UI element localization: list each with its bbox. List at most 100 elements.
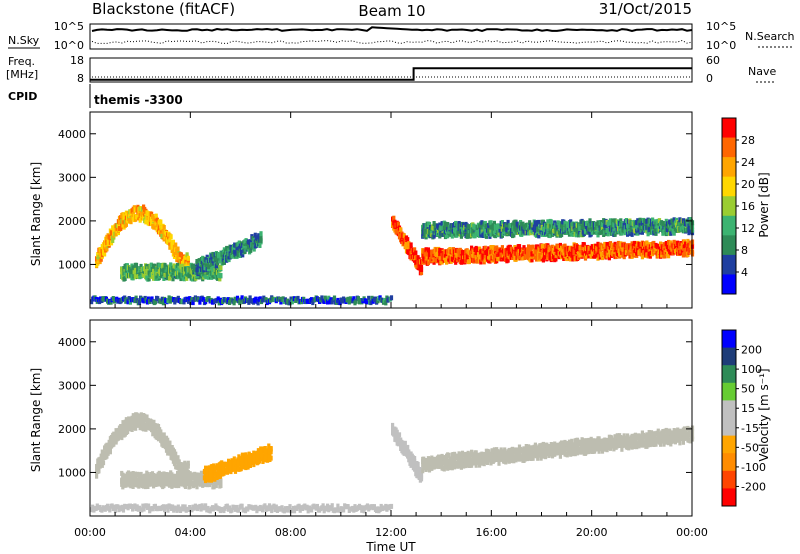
velocity-cell	[474, 450, 478, 456]
power-cell	[480, 229, 484, 235]
velocity-cell	[597, 436, 601, 442]
power-cell	[533, 229, 537, 235]
power-cell	[574, 253, 578, 259]
velocity-cell	[188, 483, 192, 489]
velocity-cell	[269, 455, 273, 461]
velocity-cell	[176, 455, 180, 461]
power-cell	[635, 243, 639, 249]
power-cell	[214, 263, 218, 269]
power-cell	[556, 220, 560, 226]
velocity-cell	[520, 455, 524, 460]
power-cell	[123, 276, 127, 281]
nave-label: Nave	[748, 65, 776, 78]
velocity-cell	[426, 464, 430, 470]
velocity-cell	[524, 444, 528, 449]
power-cell	[645, 240, 649, 246]
velocity-cell	[181, 479, 185, 485]
power-cell	[672, 217, 676, 223]
power-cell	[465, 233, 469, 239]
velocity-cell	[395, 429, 399, 435]
power-cell	[191, 273, 196, 279]
velocity-cell	[607, 437, 611, 443]
power-cell	[470, 245, 474, 251]
power-cell	[248, 295, 252, 301]
velocity-cell	[166, 437, 170, 443]
power-cell	[672, 239, 676, 245]
power-cell	[665, 229, 669, 235]
power-cell	[540, 243, 544, 249]
velocity-cell	[212, 463, 216, 469]
velocity-cell	[186, 463, 190, 469]
velocity-cell	[124, 426, 128, 432]
colorbar-swatch	[722, 157, 736, 178]
power-cell	[686, 238, 690, 244]
power-cell	[640, 220, 644, 226]
velocity-cell	[98, 463, 102, 469]
power-cell	[249, 247, 253, 253]
power-cell	[527, 251, 531, 257]
colorbar-swatch	[722, 137, 736, 158]
power-cell	[566, 223, 570, 228]
velocity-cell	[152, 483, 156, 489]
velocity-cell	[136, 413, 140, 419]
power-cell	[169, 234, 173, 240]
colorbar-swatch	[722, 118, 736, 139]
power-cell	[589, 253, 593, 259]
power-cell	[432, 221, 436, 226]
power-cell	[582, 225, 586, 231]
power-cell	[171, 267, 175, 272]
power-cell	[473, 233, 477, 239]
power-cell	[290, 299, 294, 305]
power-cell	[186, 298, 191, 304]
power-cell	[678, 217, 682, 223]
power-cell	[240, 295, 244, 301]
power-cell	[214, 255, 218, 261]
power-cell	[686, 220, 690, 226]
velocity-cell	[622, 433, 626, 439]
power-cell	[179, 276, 183, 282]
power-cell	[561, 247, 565, 253]
power-cell	[627, 250, 631, 256]
power-cell	[475, 227, 479, 233]
power-cell	[500, 220, 504, 225]
power-cell	[237, 240, 241, 246]
power-cell	[595, 248, 599, 254]
power-cell	[185, 275, 189, 281]
power-cell	[489, 220, 493, 226]
velocity-cell	[246, 464, 250, 470]
velocity-cell	[497, 460, 501, 466]
colorbar-swatch	[722, 274, 736, 295]
power-cell	[188, 296, 192, 302]
power-ylabel: Slant Range [km]	[29, 162, 43, 266]
power-cell	[530, 257, 534, 263]
power-cell	[190, 276, 194, 282]
power-cell	[90, 299, 94, 305]
power-cell	[491, 245, 495, 250]
power-cell	[557, 229, 561, 235]
power-cell	[556, 247, 560, 253]
power-cell	[373, 296, 378, 302]
noise-right-tick-top: 10^5	[706, 20, 736, 33]
power-cell	[672, 230, 676, 236]
velocity-cell	[570, 438, 574, 444]
colorbar-tick-label: 4	[741, 266, 748, 279]
power-cell	[281, 296, 285, 302]
velocity-cell	[442, 466, 446, 472]
power-cell	[512, 232, 516, 238]
power-cell	[221, 256, 225, 262]
power-cell	[483, 257, 487, 263]
velocity-cell	[440, 453, 444, 459]
power-cell	[219, 265, 223, 270]
power-cell	[549, 219, 553, 225]
velocity-cell	[539, 455, 543, 461]
power-cell	[393, 219, 397, 225]
velocity-cell	[478, 462, 482, 468]
power-cell	[413, 247, 417, 253]
power-cell	[652, 240, 656, 246]
velocity-cell	[403, 440, 407, 446]
power-cell	[332, 295, 337, 301]
power-cell	[660, 252, 664, 258]
power-cell	[138, 267, 142, 273]
velocity-cell	[613, 434, 617, 440]
power-cell	[419, 270, 424, 276]
